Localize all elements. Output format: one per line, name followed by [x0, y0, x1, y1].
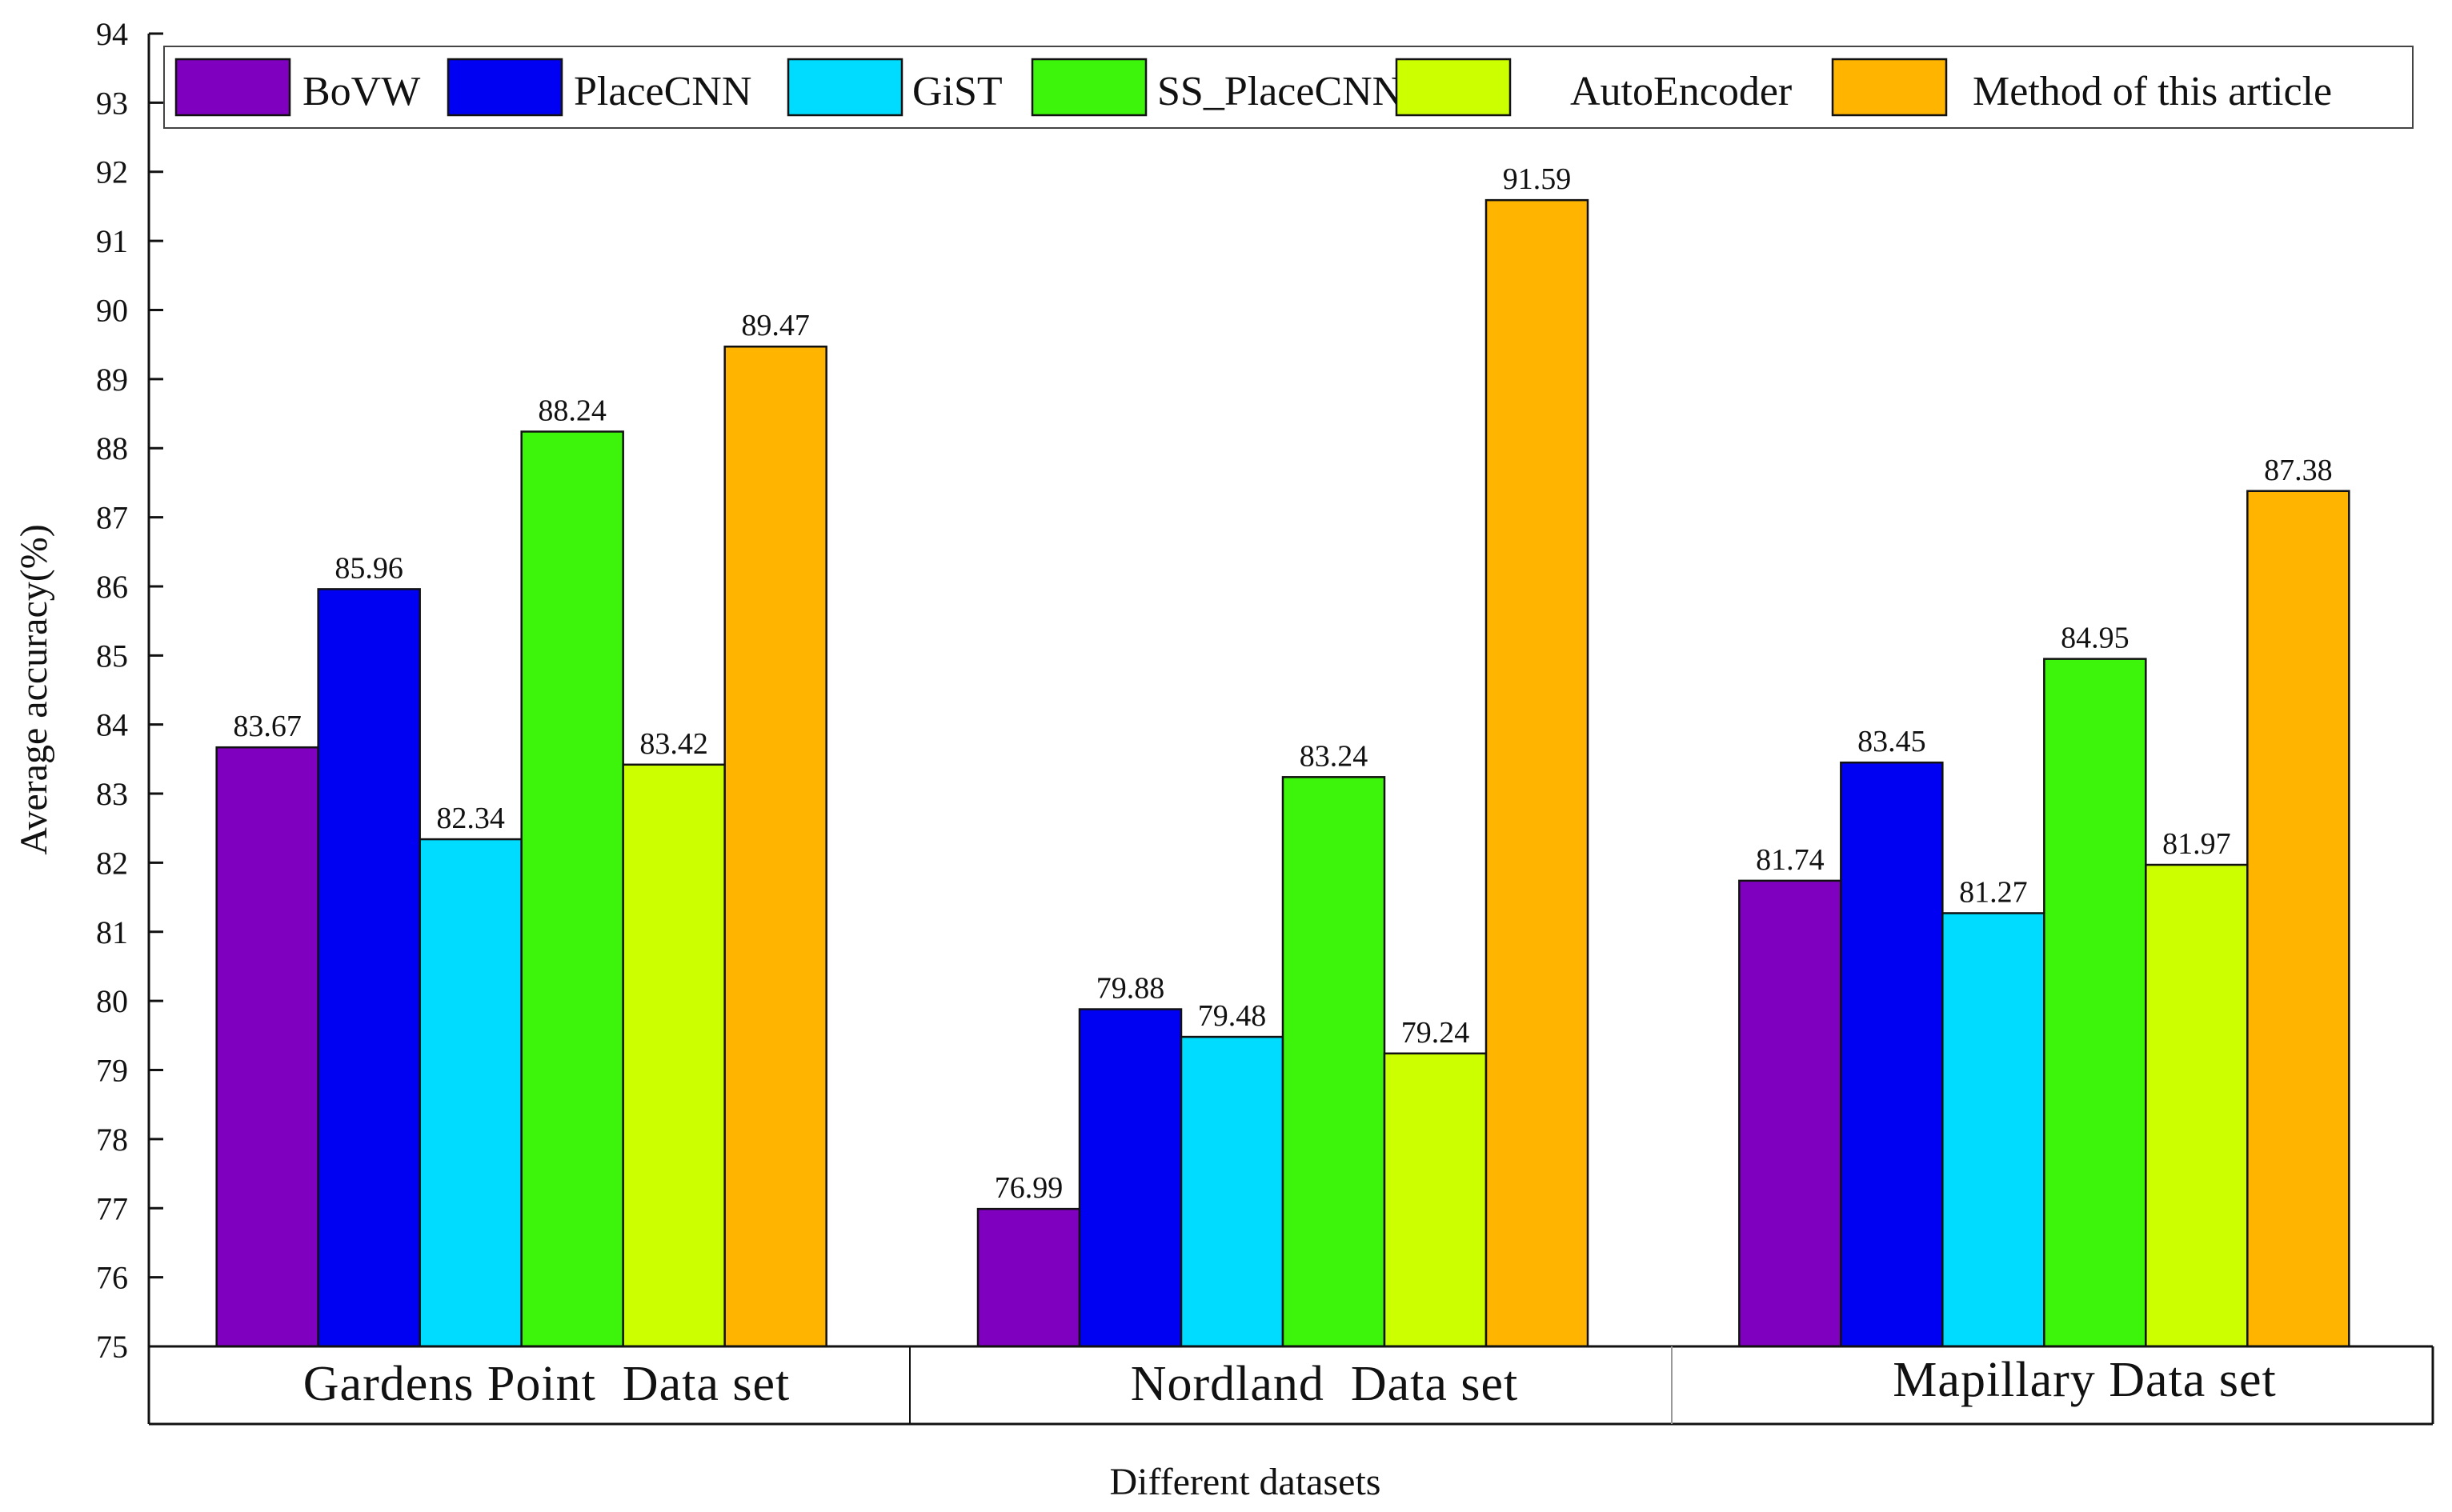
- y-tick-label: 76: [96, 1260, 128, 1296]
- legend-label: Method of this article: [1973, 69, 2332, 114]
- y-tick-label: 93: [96, 85, 128, 121]
- legend-swatch-method-of-this-article: [1831, 58, 1948, 117]
- y-tick-label: 84: [96, 707, 128, 743]
- bar-autoencoder-3: [2145, 863, 2249, 1348]
- data-label: 82.34: [436, 802, 505, 835]
- bars-layer: 83.67 85.96 82.34 88.24 83.42 89.47 76.99 79.88…: [215, 162, 2350, 1348]
- data-label: 81.27: [1959, 875, 2028, 909]
- plot-frame: [147, 34, 2434, 1426]
- data-label: 85.96: [335, 551, 403, 585]
- y-tick-label: 86: [96, 569, 128, 605]
- data-label: 83.24: [1300, 739, 1368, 773]
- y-axis: 75 76 77 78 79 80 81 82 83 84 85 86 87 88 89 90 91 92 93 94: [96, 16, 163, 1365]
- legend-swatch-ss-placecnn: [1031, 58, 1148, 117]
- bar-bovw-2: [976, 1207, 1081, 1348]
- legend-label: SS_PlaceCNN: [1157, 69, 1402, 114]
- data-label: 81.97: [2162, 827, 2231, 861]
- y-tick-label: 90: [96, 292, 128, 328]
- legend-swatch-placecnn: [447, 58, 563, 117]
- bar-method-of-this-article-1: [723, 345, 827, 1348]
- data-label: 87.38: [2264, 454, 2333, 487]
- bar-method-of-this-article-3: [2246, 490, 2350, 1348]
- bar-gist-3: [1941, 912, 2045, 1348]
- bar-placecnn-3: [1840, 761, 1944, 1348]
- bar-method-of-this-article-2: [1484, 198, 1589, 1348]
- y-tick-label: 85: [96, 638, 128, 674]
- data-label: 89.47: [741, 309, 810, 342]
- data-label: 79.24: [1401, 1016, 1470, 1050]
- data-label: 76.99: [995, 1171, 1064, 1205]
- y-tick-label: 89: [96, 362, 128, 398]
- data-label: 83.67: [233, 710, 302, 743]
- y-tick-label: 83: [96, 776, 128, 812]
- category-label: Nordland Data set: [1131, 1357, 1519, 1411]
- bar-autoencoder-1: [622, 763, 726, 1348]
- legend-label: PlaceCNN: [574, 69, 751, 114]
- legend-label: GiST: [912, 69, 1003, 114]
- bar-ss-placecnn-3: [2043, 658, 2147, 1348]
- bar-bovw-3: [1738, 879, 1842, 1348]
- bar-ss-placecnn-2: [1281, 776, 1386, 1348]
- legend-label: AutoEncoder: [1570, 69, 1792, 114]
- data-label: 91.59: [1503, 162, 1572, 196]
- x-axis-title: Different datasets: [1110, 1461, 1381, 1503]
- bar-placecnn-2: [1078, 1008, 1183, 1348]
- legend-swatch-gist: [787, 58, 903, 117]
- category-label: Gardens Point Data set: [303, 1357, 790, 1411]
- y-tick-label: 80: [96, 983, 128, 1019]
- bar-placecnn-1: [317, 588, 421, 1348]
- bar-autoencoder-2: [1383, 1052, 1488, 1348]
- y-tick-label: 92: [96, 154, 128, 190]
- data-label: 88.24: [538, 394, 607, 427]
- bar-gist-1: [419, 838, 523, 1348]
- legend-label: BoVW: [302, 69, 420, 114]
- legend-box: [163, 46, 2414, 129]
- category-labels: Gardens Point Data set Nordland Data set M…: [303, 1353, 2276, 1411]
- y-tick-label: 75: [96, 1329, 128, 1365]
- data-label: 81.74: [1756, 843, 1825, 877]
- y-tick-label: 79: [96, 1053, 128, 1089]
- category-label: Mapillary Data set: [1893, 1353, 2276, 1407]
- bar-gist-2: [1180, 1035, 1284, 1348]
- y-axis-title: Average accuracy(%): [13, 524, 55, 854]
- bar-ss-placecnn-1: [520, 430, 624, 1348]
- y-tick-label: 78: [96, 1122, 128, 1158]
- legend-swatch-autoencoder: [1395, 58, 1512, 117]
- data-label: 83.42: [639, 727, 708, 761]
- legend-swatch-bovw: [174, 58, 291, 117]
- y-tick-label: 81: [96, 914, 128, 950]
- data-label: 84.95: [2061, 622, 2129, 655]
- y-tick-label: 91: [96, 223, 128, 259]
- y-tick-label: 82: [96, 845, 128, 881]
- y-tick-label: 94: [96, 16, 128, 52]
- legend: BoVW PlaceCNN GiST SS_PlaceCNN AutoEncoder Me…: [163, 46, 2414, 129]
- data-label: 83.45: [1857, 725, 1926, 758]
- y-tick-label: 88: [96, 430, 128, 466]
- bar-bovw-1: [215, 746, 319, 1348]
- y-tick-label: 87: [96, 500, 128, 536]
- y-tick-label: 77: [96, 1190, 128, 1226]
- data-label: 79.48: [1198, 999, 1267, 1033]
- data-label: 79.88: [1096, 972, 1165, 1006]
